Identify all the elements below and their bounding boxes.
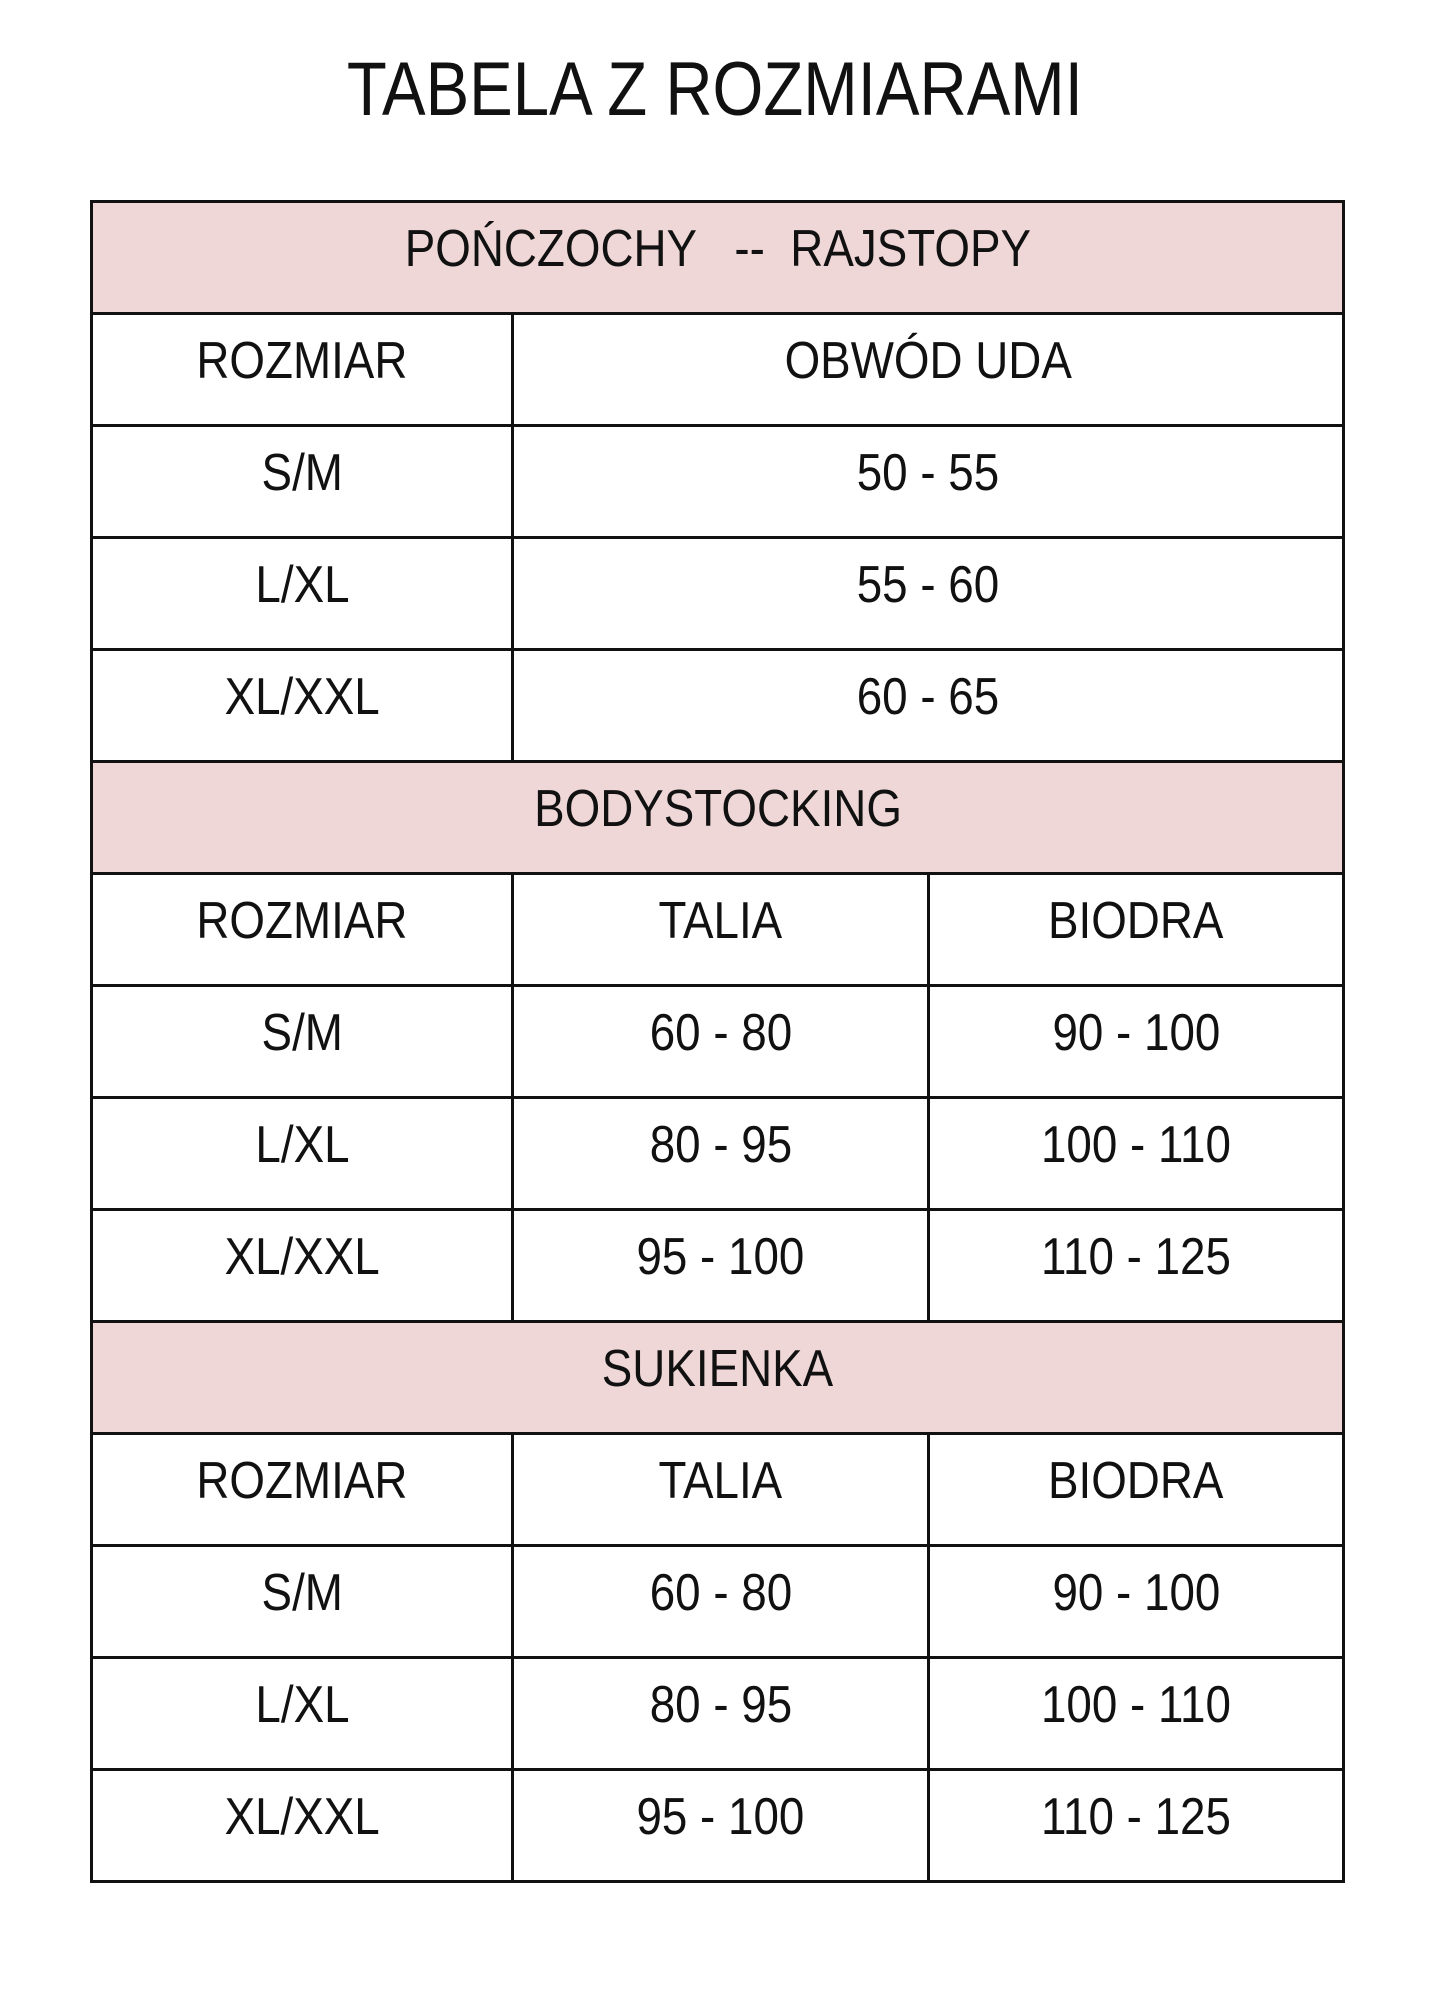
thigh-value: 50 - 55 xyxy=(856,444,1000,502)
cell: 90 - 100 xyxy=(926,1544,1346,1659)
cell: 110 - 125 xyxy=(926,1208,1346,1323)
waist-value: 80 - 95 xyxy=(649,1676,792,1734)
size-value: S/M xyxy=(261,1004,343,1062)
cell: 80 - 95 xyxy=(511,1096,930,1211)
thigh-value: 60 - 65 xyxy=(856,668,1000,726)
header-cell: TALIA xyxy=(511,1432,930,1547)
header-cell: ROZMIAR xyxy=(90,312,514,427)
cell: 80 - 95 xyxy=(511,1656,930,1771)
waist-value: 95 - 100 xyxy=(636,1228,805,1286)
section-header-bodystocking: BODYSTOCKING xyxy=(89,760,1346,875)
header-cell: TALIA xyxy=(511,872,930,987)
table-row: XL/XXL 95 - 100 110 - 125 xyxy=(90,1768,1346,1883)
size-value: L/XL xyxy=(254,1676,350,1734)
cell: 100 - 110 xyxy=(926,1096,1346,1211)
header-cell: ROZMIAR xyxy=(90,872,514,987)
table-header-row: ROZMIAR TALIA BIODRA xyxy=(90,1432,1346,1547)
section-title-cell: BODYSTOCKING xyxy=(89,760,1346,875)
header-waist: TALIA xyxy=(658,1452,783,1510)
cell: L/XL xyxy=(90,1656,514,1771)
header-hips: BIODRA xyxy=(1048,1452,1224,1510)
cell: L/XL xyxy=(90,1096,514,1211)
cell: XL/XXL xyxy=(90,1768,514,1883)
section-title-cell: SUKIENKA xyxy=(89,1320,1346,1435)
size-table: POŃCZOCHY -- RAJSTOPY ROZMIAR OBWÓD UDA S… xyxy=(89,200,1346,1883)
size-value: S/M xyxy=(261,444,343,502)
table-row: XL/XXL 95 - 100 110 - 125 xyxy=(90,1208,1346,1323)
waist-value: 60 - 80 xyxy=(649,1004,792,1062)
cell: 100 - 110 xyxy=(926,1656,1346,1771)
waist-value: 80 - 95 xyxy=(649,1116,792,1174)
hips-value: 100 - 110 xyxy=(1041,1116,1232,1174)
header-hips: BIODRA xyxy=(1048,892,1224,950)
thigh-value: 55 - 60 xyxy=(856,556,1000,614)
hips-value: 90 - 100 xyxy=(1052,1004,1220,1062)
cell: 95 - 100 xyxy=(511,1768,930,1883)
size-value: XL/XXL xyxy=(224,668,380,726)
cell: L/XL xyxy=(90,536,514,651)
table-row: S/M 60 - 80 90 - 100 xyxy=(90,984,1346,1099)
header-cell: ROZMIAR xyxy=(90,1432,514,1547)
hips-value: 100 - 110 xyxy=(1041,1676,1232,1734)
table-row: S/M 50 - 55 xyxy=(90,424,1346,539)
hips-value: 110 - 125 xyxy=(1041,1228,1232,1286)
size-value: XL/XXL xyxy=(224,1228,380,1286)
section-title: BODYSTOCKING xyxy=(533,780,902,838)
cell: 60 - 65 xyxy=(510,648,1346,763)
section-title-cell: POŃCZOCHY -- RAJSTOPY xyxy=(89,200,1346,315)
section-header-dress: SUKIENKA xyxy=(89,1320,1346,1435)
size-value: XL/XXL xyxy=(224,1788,380,1846)
table-row: XL/XXL 60 - 65 xyxy=(90,648,1346,763)
section-title: SUKIENKA xyxy=(601,1340,834,1398)
cell: 55 - 60 xyxy=(510,536,1346,651)
cell: 60 - 80 xyxy=(511,984,930,1099)
hips-value: 90 - 100 xyxy=(1052,1564,1220,1622)
page-title: TABELA Z ROZMIARAMI xyxy=(0,48,1429,132)
cell: S/M xyxy=(90,984,514,1099)
size-value: L/XL xyxy=(254,1116,350,1174)
size-value: L/XL xyxy=(254,556,350,614)
header-cell: OBWÓD UDA xyxy=(510,312,1346,427)
table-header-row: ROZMIAR TALIA BIODRA xyxy=(90,872,1346,987)
table-header-row: ROZMIAR OBWÓD UDA xyxy=(90,312,1346,427)
table-row: S/M 60 - 80 90 - 100 xyxy=(90,1544,1346,1659)
cell: 110 - 125 xyxy=(926,1768,1346,1883)
section-title: POŃCZOCHY -- RAJSTOPY xyxy=(404,220,1031,278)
table-row: L/XL 55 - 60 xyxy=(90,536,1346,651)
header-cell: BIODRA xyxy=(926,1432,1346,1547)
table-row: L/XL 80 - 95 100 - 110 xyxy=(90,1656,1346,1771)
cell: 95 - 100 xyxy=(511,1208,930,1323)
section-header-stockings: POŃCZOCHY -- RAJSTOPY xyxy=(89,200,1346,315)
cell: XL/XXL xyxy=(90,648,514,763)
hips-value: 110 - 125 xyxy=(1041,1788,1232,1846)
page-title-text: TABELA Z ROZMIARAMI xyxy=(346,47,1083,132)
header-size: ROZMIAR xyxy=(196,332,408,390)
size-value: S/M xyxy=(261,1564,343,1622)
header-waist: TALIA xyxy=(658,892,783,950)
cell: 60 - 80 xyxy=(511,1544,930,1659)
cell: S/M xyxy=(90,424,514,539)
header-cell: BIODRA xyxy=(926,872,1346,987)
cell: 50 - 55 xyxy=(510,424,1346,539)
waist-value: 95 - 100 xyxy=(636,1788,805,1846)
header-thigh: OBWÓD UDA xyxy=(784,332,1072,390)
header-size: ROZMIAR xyxy=(196,892,408,950)
cell: XL/XXL xyxy=(90,1208,514,1323)
cell: S/M xyxy=(90,1544,514,1659)
waist-value: 60 - 80 xyxy=(649,1564,792,1622)
header-size: ROZMIAR xyxy=(196,1452,408,1510)
cell: 90 - 100 xyxy=(926,984,1346,1099)
table-row: L/XL 80 - 95 100 - 110 xyxy=(90,1096,1346,1211)
